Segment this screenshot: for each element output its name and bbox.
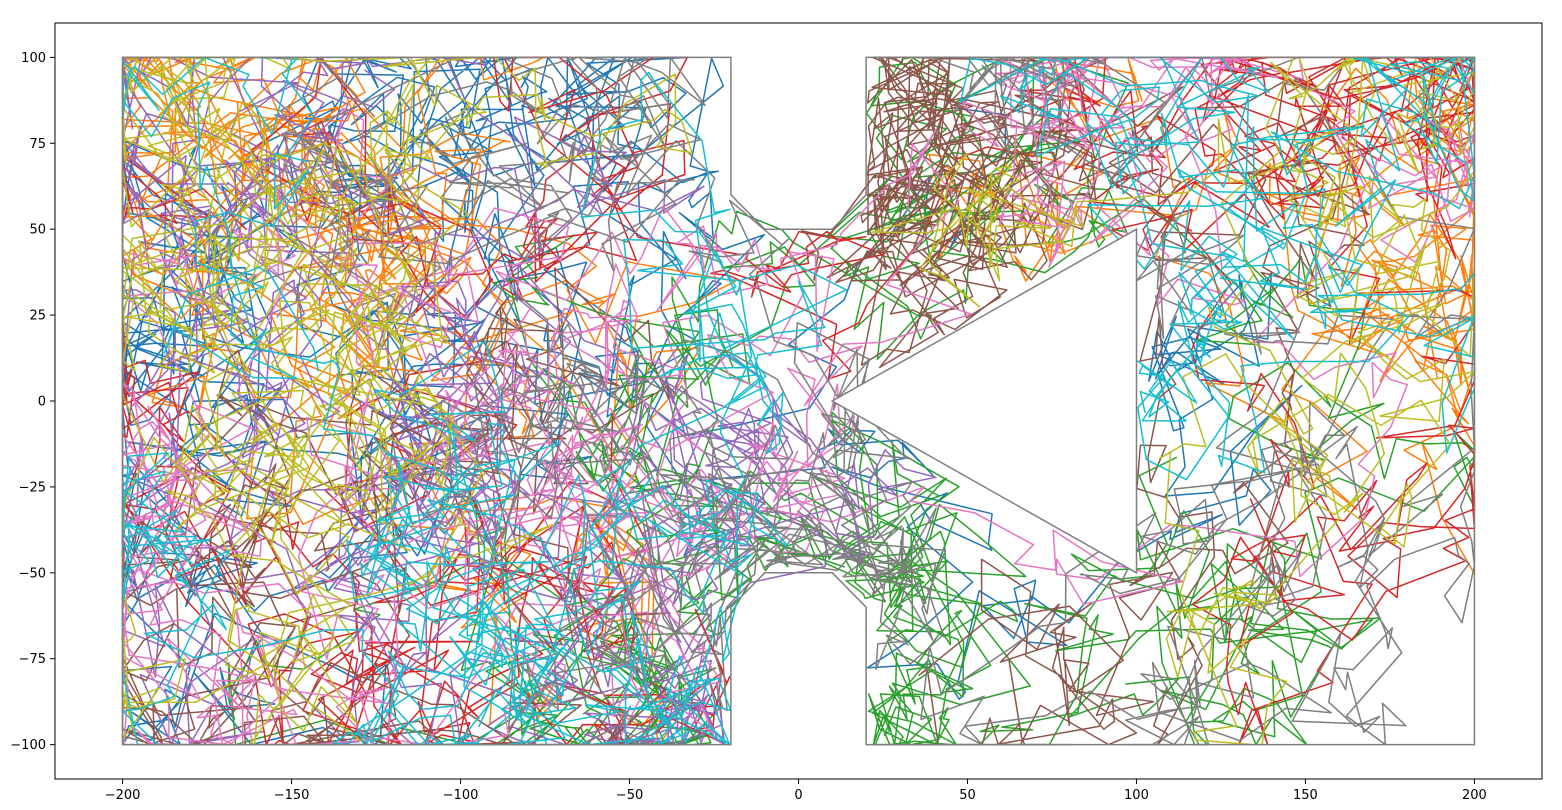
x-axis: −200 −150 −100 −50 0 50 100 150 200 (105, 779, 1487, 803)
x-tick-label: −50 (616, 788, 643, 803)
y-tick-label: 0 (38, 395, 46, 410)
random-walk-series (121, 56, 484, 746)
random-walk-series (871, 56, 1476, 746)
x-tick-label: 50 (959, 788, 976, 803)
y-tick-label: 100 (21, 51, 46, 66)
y-tick-label: 25 (29, 309, 46, 324)
x-tick-label: −100 (443, 788, 479, 803)
x-tick-label: 150 (1293, 788, 1318, 803)
y-tick-label: −25 (19, 480, 46, 495)
random-walk-series (121, 56, 576, 725)
domain-outer-boundary (121, 56, 1476, 746)
y-tick-label: −50 (19, 566, 46, 581)
random-walk-series (121, 56, 705, 554)
random-walk-series (258, 255, 937, 746)
x-tick-label: −150 (274, 788, 310, 803)
x-tick-label: 0 (794, 788, 802, 803)
y-axis: −100 −75 −50 −25 0 25 50 75 100 (10, 51, 55, 753)
domain-boundary-layer (121, 56, 1476, 746)
x-tick-label: 100 (1124, 788, 1149, 803)
triangle-obstacle (830, 227, 1138, 575)
random-walk-series (576, 56, 1476, 718)
random-walk-series (800, 56, 1184, 369)
x-tick-label: −200 (105, 788, 141, 803)
random-walk-series (121, 267, 671, 746)
random-walk-series (121, 56, 1303, 700)
y-tick-label: −75 (19, 652, 46, 667)
random-walk-series (555, 56, 947, 711)
y-tick-label: −100 (10, 738, 46, 753)
random-walk-series (387, 71, 847, 746)
random-walk-series (202, 56, 706, 746)
random-walk-series (121, 108, 835, 746)
y-tick-label: 75 (29, 137, 46, 152)
y-tick-label: 50 (29, 223, 46, 238)
x-tick-label: 200 (1462, 788, 1487, 803)
random-walk-series (1091, 56, 1476, 746)
